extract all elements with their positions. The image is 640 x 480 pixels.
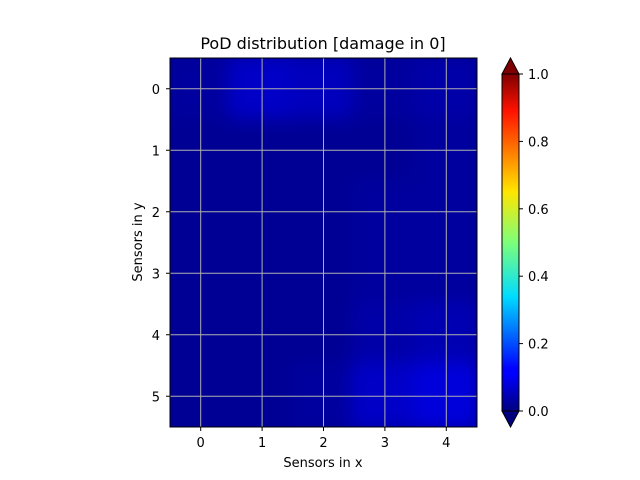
y-tick-label: 2 bbox=[152, 206, 160, 221]
colorbar: 0.0 0.2 0.4 0.6 0.8 1.0 bbox=[501, 56, 549, 429]
heatmap-cell bbox=[170, 363, 234, 427]
y-axis-label: Sensors in y bbox=[131, 202, 146, 281]
heatmap-cell bbox=[413, 58, 477, 122]
y-tick-label: 5 bbox=[152, 390, 160, 405]
x-tick-label: 3 bbox=[381, 436, 389, 451]
y-tick-label: 0 bbox=[152, 83, 160, 98]
colorbar-extend-min bbox=[501, 410, 520, 429]
x-axis: 0 1 2 3 4 bbox=[197, 427, 450, 451]
colorbar-tick-label: 0.2 bbox=[528, 338, 549, 353]
grid-lines bbox=[170, 58, 477, 427]
y-tick-label: 1 bbox=[152, 144, 160, 159]
x-tick-label: 2 bbox=[319, 436, 327, 451]
x-axis-label: Sensors in x bbox=[283, 456, 362, 471]
colorbar-gradient bbox=[501, 73, 520, 412]
colorbar-ticks: 0.0 0.2 0.4 0.6 0.8 1.0 bbox=[519, 68, 549, 420]
heatmap-cell bbox=[413, 363, 477, 427]
heatmap-cell bbox=[170, 58, 234, 122]
y-axis: 0 1 2 3 4 5 bbox=[152, 83, 170, 405]
chart-title: PoD distribution [damage in 0] bbox=[200, 34, 445, 53]
colorbar-tick-label: 0.6 bbox=[528, 203, 549, 218]
colorbar-extend-max bbox=[501, 56, 520, 75]
x-tick-label: 1 bbox=[258, 436, 266, 451]
y-tick-label: 4 bbox=[152, 329, 160, 344]
colorbar-tick-label: 0.4 bbox=[528, 270, 549, 285]
x-tick-label: 0 bbox=[197, 436, 205, 451]
x-tick-label: 4 bbox=[442, 436, 450, 451]
colorbar-tick-label: 1.0 bbox=[528, 68, 549, 83]
colorbar-tick-label: 0.8 bbox=[528, 135, 549, 150]
y-tick-label: 3 bbox=[152, 267, 160, 282]
colorbar-tick-label: 0.0 bbox=[528, 405, 549, 420]
